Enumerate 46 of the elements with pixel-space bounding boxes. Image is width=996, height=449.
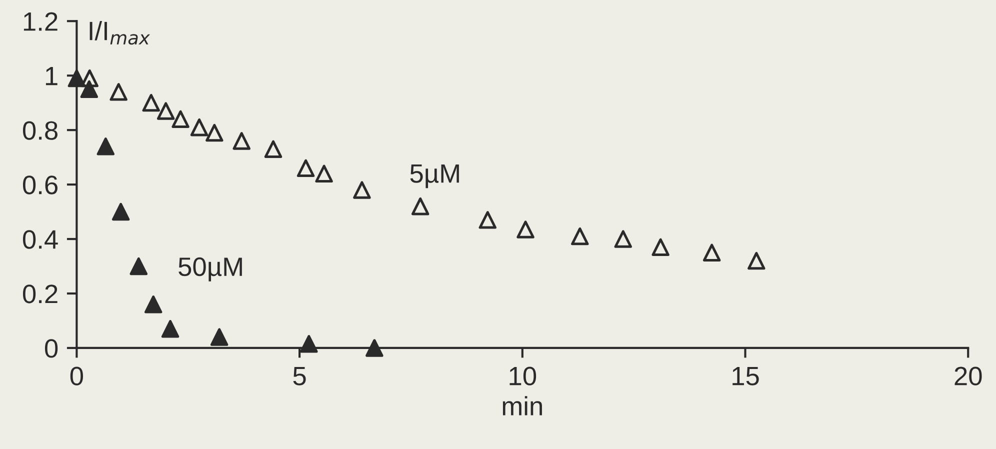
y-tick-label: 0.8 (22, 121, 58, 140)
point (315, 164, 333, 182)
point (130, 257, 148, 276)
y-tick-label: 0.2 (22, 284, 58, 304)
y-tick-label: 1 (46, 66, 58, 86)
point (206, 124, 224, 142)
point (68, 69, 86, 88)
x-tick-label: 5 (293, 367, 306, 386)
point (353, 181, 371, 199)
y-tick-label: 0.6 (22, 176, 58, 194)
point (232, 132, 250, 150)
point (516, 220, 534, 238)
point (571, 227, 589, 246)
point (112, 202, 130, 221)
x-tick-label: 10 (510, 366, 536, 386)
point (614, 230, 632, 248)
y-axis-title: I/I$_{max}$ (90, 20, 150, 45)
point (300, 335, 318, 353)
series-label: 50µM (178, 257, 242, 282)
x-tick-label: 15 (732, 367, 759, 386)
point (142, 94, 160, 112)
point (296, 159, 315, 178)
x-tick-label: 0 (70, 366, 83, 386)
x-axis-title: min (502, 396, 542, 416)
point (652, 238, 670, 256)
point (210, 328, 228, 346)
point (366, 339, 384, 357)
point (80, 69, 98, 88)
point (264, 140, 282, 158)
point (161, 320, 180, 338)
point (411, 197, 430, 216)
point (80, 80, 98, 98)
point (144, 296, 162, 314)
point (702, 244, 721, 262)
point (190, 118, 208, 136)
point (478, 211, 496, 229)
point (156, 102, 175, 120)
x-tick-label: 20 (954, 366, 982, 386)
point (748, 252, 766, 270)
y-tick-label: 1.2 (24, 12, 58, 31)
point (172, 110, 190, 128)
y-tick-label: 0.4 (22, 230, 58, 249)
point (96, 138, 115, 156)
y-tick-label: 0 (44, 339, 58, 358)
series-label: 5µM (410, 164, 459, 188)
point (110, 83, 128, 101)
